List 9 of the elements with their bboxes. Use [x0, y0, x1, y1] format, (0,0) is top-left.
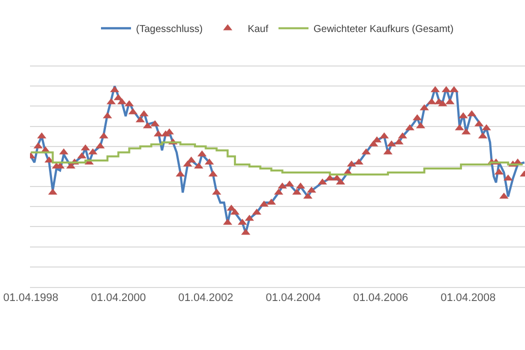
x-tick-label: 01.04.1998	[3, 292, 58, 304]
legend-label: Gewichteter Kaufkurs (Gesamt)	[313, 24, 454, 36]
x-tick-label: 01.04.2000	[90, 292, 146, 304]
x-tick-label: 01.04.2002	[178, 292, 234, 304]
x-tick-label: 01.04.2008	[440, 292, 496, 304]
x-tick-label: 01.04.2004	[266, 292, 321, 304]
legend-label: (Tagesschluss)	[136, 24, 203, 36]
x-tick-label: 01.04.2006	[353, 292, 408, 304]
legend-label: Kauf	[248, 24, 268, 36]
